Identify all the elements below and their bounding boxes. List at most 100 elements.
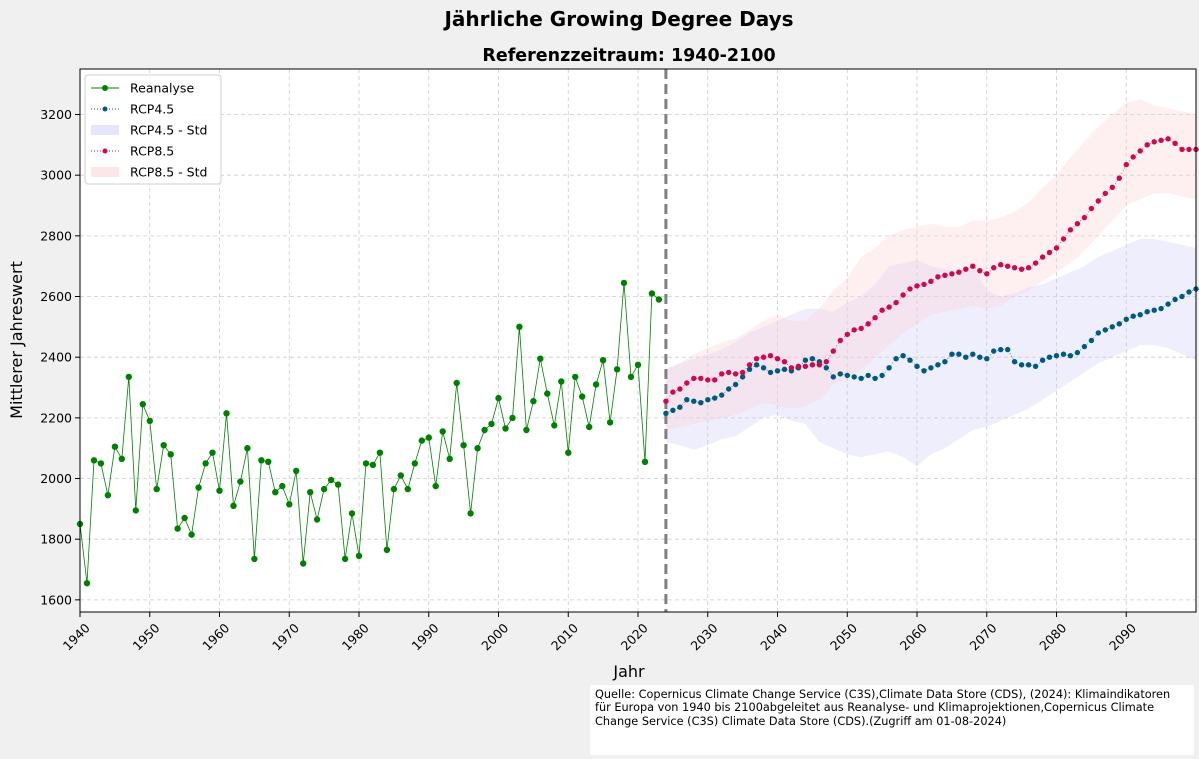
data-point-reanalyse <box>530 398 537 405</box>
band-rcp8-5-std <box>665 99 1196 431</box>
data-point-reanalyse <box>467 510 474 517</box>
x-axis-label: Jahr <box>612 662 645 681</box>
data-point-reanalyse <box>397 472 404 479</box>
data-point-rcp4-5 <box>1151 307 1157 313</box>
data-point-rcp4-5 <box>774 368 781 374</box>
data-point-reanalyse <box>139 401 146 408</box>
data-point-reanalyse <box>97 460 105 467</box>
data-point-rcp4-5 <box>1011 359 1018 365</box>
data-point-reanalyse <box>334 481 342 488</box>
legend-patch-marker <box>91 125 119 135</box>
y-tick-label: 2600 <box>40 289 72 304</box>
data-point-reanalyse <box>404 485 411 493</box>
data-point-rcp8-5 <box>984 271 990 277</box>
data-point-reanalyse <box>411 460 418 467</box>
legend-box <box>84 74 222 185</box>
data-point-rcp8-5 <box>837 337 843 344</box>
data-point-rcp4-5 <box>1060 351 1067 357</box>
data-point-rcp4-5 <box>1158 305 1164 312</box>
data-point-rcp8-5 <box>809 362 816 368</box>
data-point-rcp8-5 <box>1151 139 1157 145</box>
data-point-rcp4-5 <box>684 397 690 403</box>
data-point-reanalyse <box>620 279 628 287</box>
data-point-rcp4-5 <box>956 351 962 357</box>
data-point-rcp4-5 <box>1046 354 1053 360</box>
data-point-rcp4-5 <box>1005 346 1011 353</box>
data-point-rcp4-5 <box>1123 316 1130 322</box>
plot-area <box>80 69 1196 612</box>
data-point-reanalyse <box>446 455 453 462</box>
data-point-rcp8-5 <box>872 315 878 321</box>
data-point-reanalyse <box>390 485 398 493</box>
data-point-rcp8-5 <box>1032 260 1039 266</box>
data-point-rcp8-5 <box>998 262 1004 268</box>
x-tick-label: 2040 <box>757 620 790 653</box>
data-point-rcp8-5 <box>767 353 774 359</box>
data-point-reanalyse <box>579 393 586 400</box>
data-point-rcp8-5 <box>760 354 767 360</box>
data-point-rcp4-5 <box>1067 353 1074 359</box>
data-point-rcp4-5 <box>1088 337 1095 344</box>
data-point-rcp4-5 <box>746 366 753 372</box>
data-point-reanalyse <box>195 484 202 491</box>
chart-suptitle: Jährliche Growing Degree Days <box>442 7 793 31</box>
x-tick-label: 2030 <box>688 620 721 653</box>
data-point-reanalyse <box>565 449 572 456</box>
data-point-reanalyse <box>307 489 314 496</box>
data-point-rcp4-5 <box>998 346 1004 353</box>
data-point-rcp8-5 <box>1053 245 1060 251</box>
legend-patch-marker <box>91 167 119 177</box>
data-point-rcp4-5 <box>663 410 669 416</box>
data-point-reanalyse <box>488 420 495 428</box>
data-point-reanalyse <box>599 357 607 364</box>
data-point-reanalyse <box>202 460 209 467</box>
legend-label: Reanalyse <box>130 81 194 96</box>
data-point-reanalyse <box>258 457 265 464</box>
data-point-rcp8-5 <box>1137 148 1143 154</box>
legend-label: RCP8.5 - Std <box>130 165 207 180</box>
data-point-rcp8-5 <box>970 263 976 269</box>
data-point-reanalyse <box>516 323 523 330</box>
data-point-rcp4-5 <box>942 359 948 365</box>
series <box>76 136 1199 587</box>
data-point-rcp8-5 <box>1102 190 1109 197</box>
data-point-reanalyse <box>223 410 230 417</box>
x-tick-label: 2080 <box>1036 620 1069 653</box>
data-point-rcp4-5 <box>851 374 857 380</box>
data-point-rcp4-5 <box>732 381 739 388</box>
data-point-rcp8-5 <box>1109 184 1116 190</box>
data-point-reanalyse <box>279 482 286 490</box>
data-point-rcp8-5 <box>670 389 676 395</box>
data-point-reanalyse <box>376 449 384 456</box>
data-point-rcp4-5 <box>698 400 704 406</box>
data-point-reanalyse <box>216 487 223 494</box>
data-point-rcp4-5 <box>1032 363 1039 369</box>
data-point-reanalyse <box>90 457 98 464</box>
data-point-rcp4-5 <box>670 407 676 413</box>
data-point-rcp4-5 <box>1074 349 1081 356</box>
data-point-reanalyse <box>313 516 321 523</box>
data-point-reanalyse <box>341 555 349 563</box>
series-line-reanalyse <box>79 282 660 584</box>
data-point-rcp8-5 <box>684 380 690 386</box>
data-point-rcp4-5 <box>1109 324 1116 330</box>
x-tick-label: 2050 <box>827 620 860 653</box>
data-point-reanalyse <box>586 423 593 431</box>
data-point-rcp4-5 <box>823 365 829 371</box>
data-point-rcp8-5 <box>1060 236 1067 242</box>
data-point-reanalyse <box>251 555 258 563</box>
data-point-rcp4-5 <box>691 398 697 404</box>
data-point-reanalyse <box>551 422 558 429</box>
data-point-reanalyse <box>355 552 363 560</box>
y-tick-label: 2000 <box>40 471 72 486</box>
data-point-reanalyse <box>181 514 188 522</box>
data-point-rcp8-5 <box>1005 263 1011 269</box>
data-point-rcp8-5 <box>844 331 850 338</box>
band-rcp4-5-std <box>665 238 1196 467</box>
data-point-rcp8-5 <box>1130 154 1136 160</box>
chart-title: Referenzzeitraum: 1940-2100 <box>482 46 775 66</box>
y-tick-label: 2200 <box>40 410 72 425</box>
data-point-rcp4-5 <box>984 356 990 362</box>
data-point-reanalyse <box>244 445 251 452</box>
